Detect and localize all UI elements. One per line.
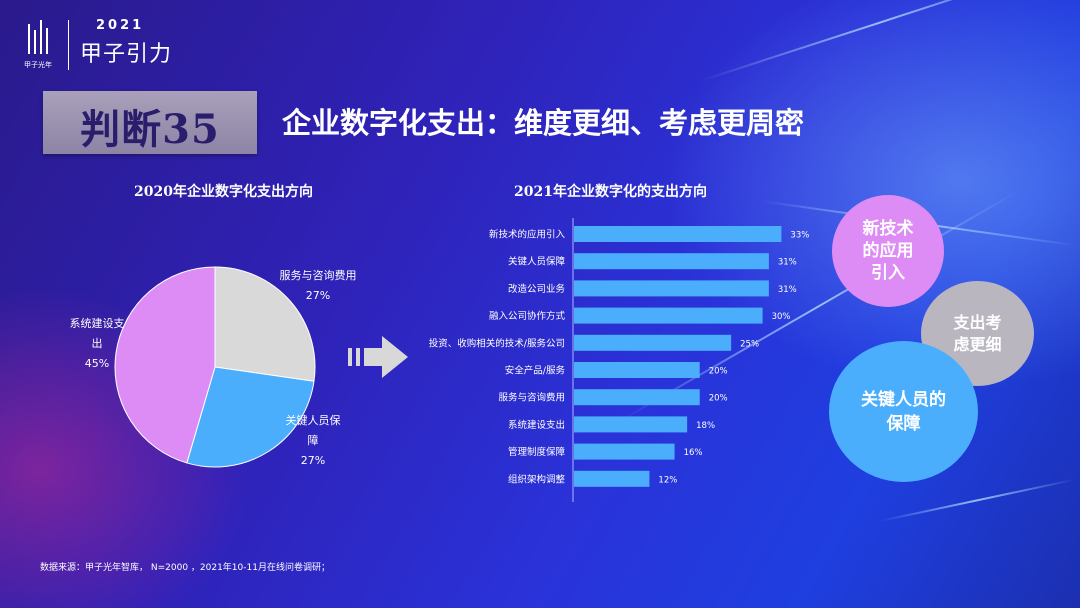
data-source: 数据来源：甲子光年智库， N=2000 ，2021年10-11月在线问卷调研； [40,563,330,573]
pie-chart [114,266,316,468]
bubble-key-personnel-line2: 保障 [886,413,921,434]
bar-value-label: 33% [790,231,809,241]
pie-label-system: 系统建设支 出 45% [62,314,132,374]
pie-chart-title: 2020年企业数字化支出方向 [134,184,313,200]
bar-value-label: 20% [709,367,728,377]
pie-label-personnel: 关键人员保 障 27% [278,411,348,471]
pie-label-service: 服务与咨询费用 27% [268,266,368,306]
bubble-new-tech-line1: 新技术 [862,219,914,239]
bar-category-label: 融入公司协作方式 [489,310,566,322]
bar [574,253,769,270]
pie-label-service-value: 27% [305,289,331,302]
bar [574,307,763,324]
bar-category-label: 服务与咨询费用 [498,392,565,404]
pie-label-personnel-name: 关键人员保 [285,414,341,427]
badge-text: 判断35 [80,106,220,153]
bar-category-label: 新技术的应用引入 [489,229,566,241]
page-title: 企业数字化支出：维度更细、考虑更周密 [282,106,805,140]
bubble-new-tech-line2: 的应用 [862,241,914,261]
light-streak [699,0,1062,82]
bar [574,389,700,406]
bar-value-label: 31% [778,285,797,295]
pie-label-personnel-name2: 障 [307,434,319,447]
brand-logo: 甲子光年 2021 甲子引力 [24,16,174,74]
pie-label-personnel-value: 27% [300,454,326,467]
bubble-finer-spending: 支出考 虑更细 [921,281,1034,386]
bar-category-label: 投资、收购相关的技术/服务公司 [429,337,565,349]
logo-divider [68,20,69,70]
right-arrow-icon [348,336,408,378]
bar-category-label: 系统建设支出 [508,419,565,431]
logo-year: 2021 [96,18,145,33]
bar [574,443,675,460]
logo-name: 甲子引力 [80,42,173,67]
bubble-finer-spending-line1: 支出考 [953,312,1002,332]
bubble-new-tech: 新技术 的应用 引入 [832,195,944,307]
bar-chart-title: 2021年企业数字化的支出方向 [514,184,707,200]
bar [574,280,769,297]
pie-label-system-value: 45% [84,357,110,370]
bar-category-label: 管理制度保障 [508,446,566,458]
bar [574,362,700,378]
bar-category-label: 关键人员保障 [508,256,566,268]
bar [574,334,732,351]
bar-value-label: 25% [740,339,759,349]
judgment-badge: 判断35 [43,91,257,154]
bar-value-label: 31% [778,258,797,268]
bar [574,416,688,433]
bar [574,226,782,242]
light-streak [879,478,1076,522]
pie-label-system-name2: 出 [91,337,103,350]
pie-slice-service [214,266,316,382]
pie-slice-system [114,266,216,464]
bar-value-label: 18% [696,421,715,431]
pie-label-service-name: 服务与咨询费用 [279,269,357,282]
bar-chart: 新技术的应用引入 33% 关键人员保障 31% 改造公司业务 31% 融入公司协作方式 30%… [429,218,809,502]
bar-category-label: 改造公司业务 [508,283,566,295]
logo-caption: 甲子光年 [24,61,52,69]
bubble-key-personnel-line1: 关键人员的 [861,389,946,410]
bubble-new-tech-line3: 引入 [871,263,905,283]
logo-mark-icon [28,20,52,54]
bar-category-label: 组织架构调整 [508,473,566,485]
bar-value-label: 20% [709,394,728,404]
bubble-finer-spending-line2: 虑更细 [953,334,1002,354]
bar [574,470,650,487]
bar-value-label: 16% [684,448,703,458]
bar-value-label: 30% [772,312,791,322]
bar-category-label: 安全产品/服务 [505,365,566,377]
bubble-key-personnel: 关键人员的 保障 [829,341,978,482]
pie-label-system-name: 系统建设支 [69,317,125,330]
bar-value-label: 12% [658,475,677,485]
pie-slice-personnel [186,366,315,468]
